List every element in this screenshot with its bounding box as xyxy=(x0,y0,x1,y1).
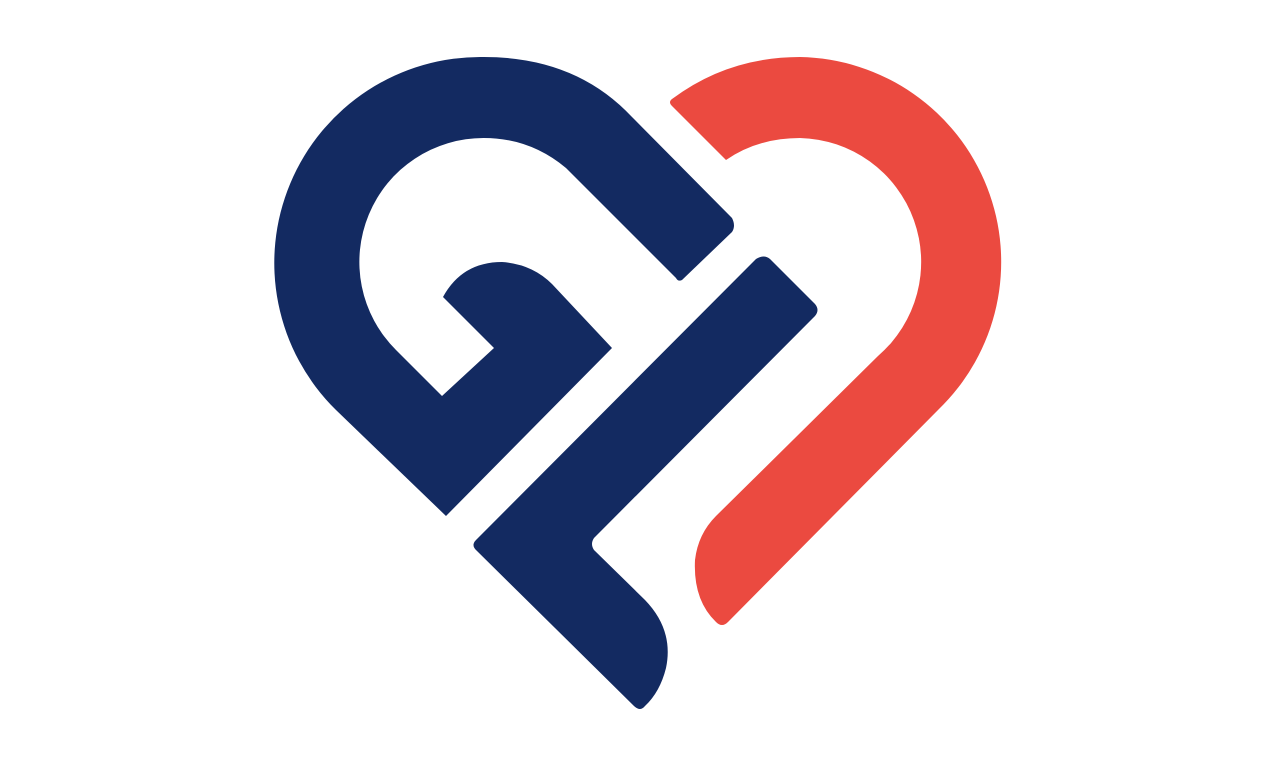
red-heart-lobe xyxy=(670,57,1002,625)
navy-l-stroke xyxy=(473,256,818,709)
navy-g-lobe xyxy=(274,56,734,516)
